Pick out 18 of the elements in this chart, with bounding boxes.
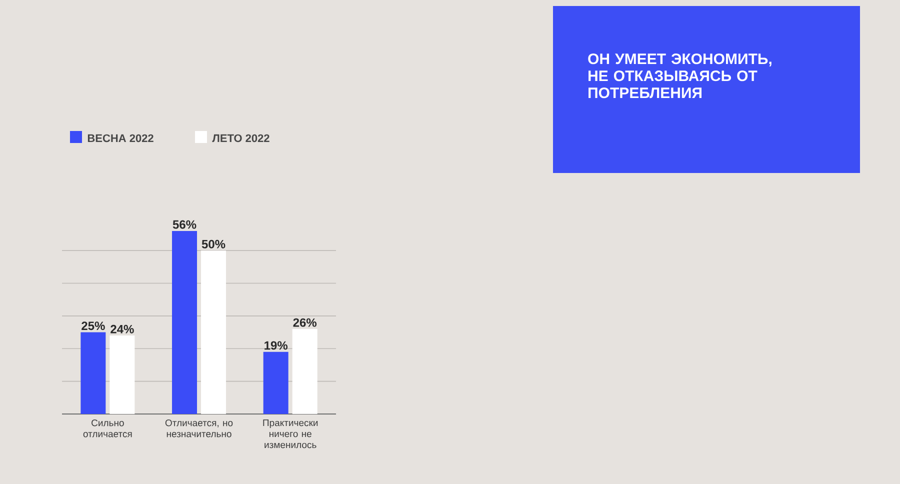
- bar: [172, 230, 198, 414]
- data-label: 25%: [82, 322, 105, 330]
- data-label: 19%: [264, 341, 288, 350]
- bar: [80, 332, 106, 414]
- bar: [292, 329, 318, 414]
- legend-label: ЛЕТО 2022: [212, 134, 270, 142]
- x-tick-label: Практически ничего не изменилось: [263, 420, 318, 448]
- text: ОН УМЕЕТ ЭКОНОМИТЬ, НЕ ОТКАЗЫВАЯСЬ ОТ ПОТРЕБЛЕНИЯ: [588, 54, 772, 98]
- bar: [263, 352, 288, 414]
- x-tick-label: Отличается, но незначительно: [165, 420, 233, 438]
- bar: [201, 250, 226, 414]
- data-label: 56%: [172, 220, 196, 229]
- data-label: 26%: [293, 318, 317, 327]
- x-tick-label: Сильно отличается: [83, 420, 132, 438]
- data-label: 50%: [202, 240, 226, 248]
- data-label: 24%: [110, 324, 134, 334]
- bar: [110, 336, 135, 414]
- legend-label: ВЕСНА 2022: [88, 134, 154, 142]
